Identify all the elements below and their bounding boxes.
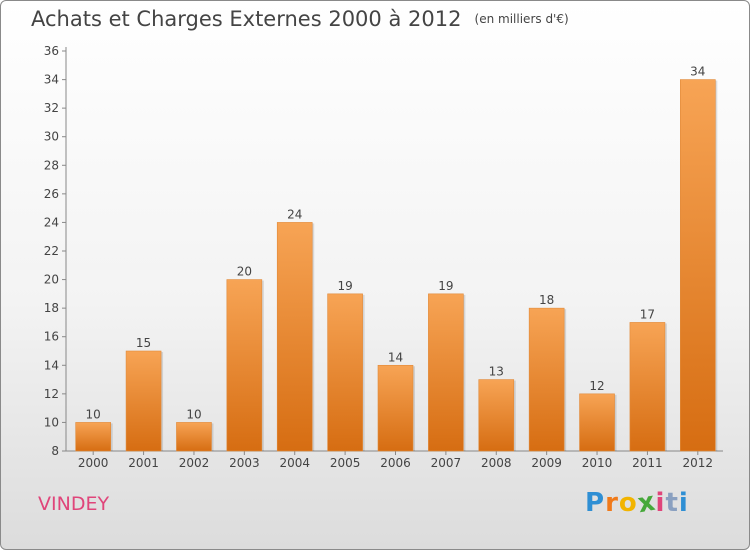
bar-value-label: 12: [589, 379, 604, 393]
axes: 8 10 12 14 16 18 20 22 24 26 28 30 32 34 36 2000 2001 200…: [44, 44, 723, 470]
x-tick-label: 2010: [582, 456, 613, 470]
x-tick-label: 2001: [128, 456, 159, 470]
x-tick-label: 2000: [78, 456, 109, 470]
x-tick-label: 2004: [279, 456, 310, 470]
y-tick-label: 36: [44, 44, 59, 58]
x-tick-label: 2006: [380, 456, 411, 470]
bar: [176, 422, 212, 452]
bar: [327, 293, 363, 452]
x-tick-label: 2011: [632, 456, 663, 470]
x-tick-label: 2008: [481, 456, 512, 470]
y-tick-label: 28: [44, 158, 59, 172]
chart-title: Achats et Charges Externes 2000 à 2012: [31, 7, 462, 31]
bar: [377, 364, 414, 452]
x-tick-label: 2007: [431, 456, 462, 470]
bar-value-label: 34: [690, 65, 705, 79]
y-tick-label: 8: [51, 444, 59, 458]
bar: [276, 222, 313, 452]
y-tick-label: 16: [44, 330, 59, 344]
bar-value-label: 20: [237, 265, 252, 279]
y-tick-label: 32: [44, 101, 59, 115]
bar: [579, 393, 615, 452]
y-tick-label: 10: [44, 415, 59, 429]
y-tick-label: 18: [44, 301, 59, 315]
bar: [680, 79, 716, 452]
bar: [629, 322, 666, 452]
bar-value-label: 19: [438, 279, 453, 293]
x-tick-label: 2012: [683, 456, 714, 470]
proxiti-logo: Proxiti: [585, 487, 689, 520]
bar-value-label: 17: [640, 307, 655, 321]
bar-value-label: 24: [287, 207, 302, 221]
logo-letter: r: [605, 488, 619, 518]
bar: [75, 422, 111, 452]
bar-value-label: 18: [539, 293, 554, 307]
x-tick-label: 2005: [330, 456, 361, 470]
bar-value-label: 10: [86, 407, 101, 421]
bar-value-label: 10: [186, 407, 201, 421]
bar: [528, 307, 565, 452]
y-tick-label: 14: [44, 358, 59, 372]
y-tick-label: 22: [44, 244, 59, 258]
bar: [478, 379, 515, 452]
chart-unit: (en milliers d'€): [474, 12, 569, 26]
bars: [75, 79, 718, 452]
bar-value-label: 14: [388, 350, 403, 364]
x-tick-label: 2003: [229, 456, 260, 470]
bar: [428, 293, 464, 452]
y-tick-label: 26: [44, 187, 59, 201]
y-tick-label: 20: [44, 273, 59, 287]
bar: [125, 350, 162, 452]
bar: [226, 279, 263, 452]
bar-value-label: 13: [489, 365, 504, 379]
logo-letter: t: [665, 488, 679, 518]
logo-letter: i: [678, 488, 689, 518]
y-tick-label: 12: [44, 387, 59, 401]
x-tick-label: 2002: [179, 456, 210, 470]
data-labels: 10 15 10 20 24 19 14 19 13 18 12 17 34: [86, 65, 706, 422]
x-tick-label: 2009: [531, 456, 562, 470]
bar-value-label: 19: [337, 279, 352, 293]
chart-title-block: Achats et Charges Externes 2000 à 2012 (…: [31, 7, 569, 31]
bar-value-label: 15: [136, 336, 151, 350]
logo-letter: o: [618, 488, 638, 518]
y-tick-label: 30: [44, 130, 59, 144]
commune-name: VINDEY: [38, 493, 110, 515]
y-tick-label: 34: [44, 73, 59, 87]
logo-letter: P: [585, 488, 606, 518]
y-tick-label: 24: [44, 215, 59, 229]
logo-letter: i: [655, 488, 666, 518]
